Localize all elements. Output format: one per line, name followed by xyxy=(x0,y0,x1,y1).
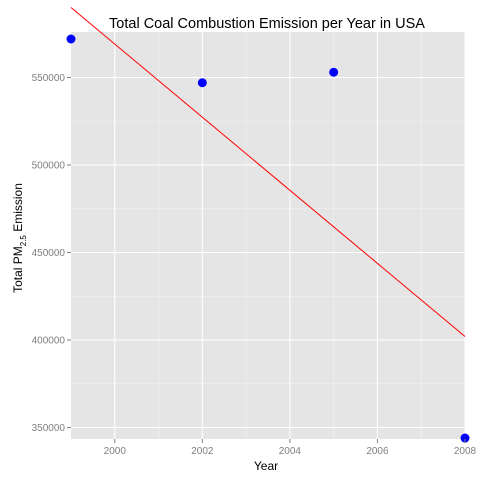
trendline-layer xyxy=(70,7,466,337)
data-point xyxy=(460,433,470,443)
data-point xyxy=(197,78,207,88)
plot-panel xyxy=(71,32,465,439)
y-tick-label: 550000 xyxy=(32,73,66,84)
y-axis-title-prefix: Total PM xyxy=(11,246,25,293)
trendline xyxy=(70,7,466,337)
chart-title: Total Coal Combustion Emission per Year … xyxy=(109,16,425,32)
y-axis-title-subscript: 2.5 xyxy=(19,235,28,247)
y-tick-label: 500000 xyxy=(32,161,66,172)
y-tick-label: 450000 xyxy=(32,248,66,259)
x-axis-title: Year xyxy=(254,459,278,473)
x-tick-label: 2004 xyxy=(279,446,302,457)
x-tick-label: 2008 xyxy=(454,446,477,457)
y-axis-title-suffix: Emission xyxy=(11,183,25,235)
x-tick-label: 2006 xyxy=(366,446,389,457)
grid-major xyxy=(71,32,466,439)
y-axis-title: Total PM2.5 Emission xyxy=(11,183,28,293)
y-tick-label: 350000 xyxy=(32,423,66,434)
y-tick-label: 400000 xyxy=(32,336,66,347)
grid-minor xyxy=(71,32,465,439)
x-tick-label: 2002 xyxy=(191,446,214,457)
points-layer xyxy=(66,34,470,443)
data-point xyxy=(66,34,76,44)
data-point xyxy=(329,67,339,77)
x-tick-label: 2000 xyxy=(104,446,127,457)
y-axis-ticks: 350000 400000 450000 500000 550000 xyxy=(32,73,71,434)
x-axis-ticks: 2000 2002 2004 2006 2008 xyxy=(104,439,477,457)
